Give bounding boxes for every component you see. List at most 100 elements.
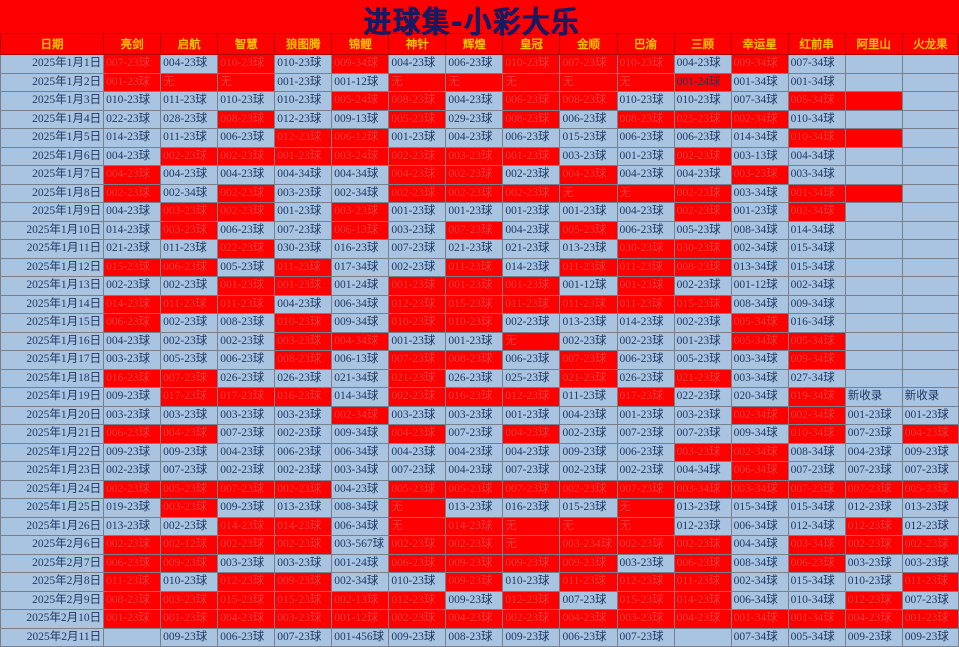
cell-value[interactable]: 004-23球: [103, 202, 162, 222]
cell-value[interactable]: 002-23球: [673, 183, 732, 203]
cell-value[interactable]: 007-23球: [388, 461, 447, 481]
cell-value[interactable]: 011-23球: [160, 91, 219, 111]
cell-value[interactable]: 009-23球: [445, 553, 504, 573]
cell-value[interactable]: 003-23球: [217, 553, 276, 573]
cell-value[interactable]: 001-23球: [388, 331, 447, 351]
cell-value[interactable]: 007-23球: [559, 590, 618, 610]
cell-date[interactable]: 2025年1月6日: [0, 146, 105, 166]
cell-value[interactable]: 006-23球: [502, 128, 561, 148]
cell-value[interactable]: 009-34球: [730, 54, 789, 74]
cell-value[interactable]: 002-23球: [388, 535, 447, 555]
cell-value[interactable]: 003-23球: [103, 405, 162, 425]
cell-value[interactable]: 009-23球: [388, 627, 447, 647]
cell-value[interactable]: 014-23球: [103, 128, 162, 148]
cell-value[interactable]: 002-23球: [388, 387, 447, 407]
cell-value[interactable]: 002-23球: [616, 461, 675, 481]
cell-value[interactable]: 004-34球: [331, 165, 390, 185]
cell-value[interactable]: 002-23球: [160, 331, 219, 351]
cell-value[interactable]: 009-23球: [445, 590, 504, 610]
column-header-7[interactable]: 辉煌: [445, 33, 504, 55]
cell-value[interactable]: 015-34球: [787, 257, 846, 277]
column-header-date[interactable]: 日期: [0, 33, 105, 55]
cell-value[interactable]: 008-23球: [217, 109, 276, 129]
cell-value[interactable]: [901, 202, 959, 222]
column-header-5[interactable]: 锦鲤: [331, 33, 390, 55]
cell-value[interactable]: 001-34球: [730, 72, 789, 92]
cell-value[interactable]: 002-23球: [901, 535, 959, 555]
cell-value[interactable]: 006-13球: [331, 220, 390, 240]
cell-value[interactable]: 007-23球: [217, 479, 276, 499]
cell-value[interactable]: 016-23球: [103, 368, 162, 388]
cell-value[interactable]: 003-23球: [388, 220, 447, 240]
cell-value[interactable]: 007-23球: [616, 627, 675, 647]
cell-value[interactable]: 009-23球: [844, 627, 903, 647]
cell-value[interactable]: [901, 239, 959, 259]
cell-value[interactable]: 无: [616, 498, 675, 518]
cell-value[interactable]: 014-23球: [274, 516, 333, 536]
cell-value[interactable]: 005-23球: [160, 479, 219, 499]
cell-value[interactable]: 008-34球: [730, 553, 789, 573]
cell-value[interactable]: 002-34球: [730, 442, 789, 462]
cell-value[interactable]: 005-23球: [673, 220, 732, 240]
cell-value[interactable]: 003-23球: [160, 202, 219, 222]
cell-value[interactable]: 007-23球: [160, 461, 219, 481]
cell-value[interactable]: 006-13球: [331, 350, 390, 370]
cell-value[interactable]: 新收录: [901, 387, 959, 407]
cell-date[interactable]: 2025年2月6日: [0, 535, 105, 555]
cell-value[interactable]: [844, 109, 903, 129]
cell-value[interactable]: [901, 91, 959, 111]
cell-value[interactable]: 004-23球: [844, 609, 903, 629]
cell-value[interactable]: 无: [502, 535, 561, 555]
cell-value[interactable]: 001-23球: [388, 202, 447, 222]
cell-value[interactable]: 007-23球: [616, 424, 675, 444]
cell-value[interactable]: 009-23球: [559, 442, 618, 462]
cell-value[interactable]: 006-34球: [331, 516, 390, 536]
cell-value[interactable]: 003-23球: [445, 405, 504, 425]
cell-value[interactable]: 011-23球: [274, 257, 333, 277]
cell-date[interactable]: 2025年1月14日: [0, 294, 105, 314]
cell-value[interactable]: 008-23球: [388, 91, 447, 111]
cell-value[interactable]: 003-567球: [331, 535, 390, 555]
cell-value[interactable]: 013-23球: [274, 498, 333, 518]
cell-value[interactable]: 003-23球: [445, 146, 504, 166]
column-header-13[interactable]: 红前串: [787, 33, 846, 55]
cell-value[interactable]: 003-23球: [388, 405, 447, 425]
cell-value[interactable]: 002-34球: [730, 109, 789, 129]
cell-value[interactable]: 002-23球: [445, 535, 504, 555]
cell-date[interactable]: 2025年1月3日: [0, 91, 105, 111]
cell-value[interactable]: 027-34球: [787, 368, 846, 388]
cell-value[interactable]: 001-23球: [160, 609, 219, 629]
cell-value[interactable]: 007-23球: [388, 239, 447, 259]
cell-value[interactable]: 007-23球: [559, 54, 618, 74]
cell-value[interactable]: 无: [616, 183, 675, 203]
cell-value[interactable]: 010-34球: [787, 128, 846, 148]
cell-value[interactable]: 017-23球: [160, 387, 219, 407]
cell-value[interactable]: 002-34球: [730, 405, 789, 425]
cell-value[interactable]: 003-23球: [616, 609, 675, 629]
cell-date[interactable]: 2025年1月21日: [0, 424, 105, 444]
cell-value[interactable]: 001-23球: [901, 405, 959, 425]
cell-value[interactable]: 001-23球: [730, 202, 789, 222]
cell-value[interactable]: 006-23球: [616, 220, 675, 240]
cell-value[interactable]: 029-23球: [445, 109, 504, 129]
cell-value[interactable]: 016-23球: [331, 239, 390, 259]
cell-value[interactable]: 011-23球: [160, 294, 219, 314]
column-header-1[interactable]: 亮剑: [103, 33, 162, 55]
cell-value[interactable]: [844, 294, 903, 314]
cell-date[interactable]: 2025年1月26日: [0, 516, 105, 536]
cell-value[interactable]: 001-23球: [616, 146, 675, 166]
cell-value[interactable]: 002-23球: [217, 146, 276, 166]
cell-value[interactable]: 002-23球: [103, 535, 162, 555]
column-header-8[interactable]: 皇冠: [502, 33, 561, 55]
cell-date[interactable]: 2025年1月2日: [0, 72, 105, 92]
cell-value[interactable]: [844, 220, 903, 240]
cell-value[interactable]: 006-23球: [673, 553, 732, 573]
cell-value[interactable]: 001-23球: [502, 202, 561, 222]
cell-value[interactable]: 003-23球: [217, 405, 276, 425]
cell-value[interactable]: 003-13球: [730, 146, 789, 166]
cell-value[interactable]: 014-34球: [331, 387, 390, 407]
cell-value[interactable]: 009-23球: [502, 627, 561, 647]
cell-value[interactable]: 010-23球: [217, 91, 276, 111]
cell-value[interactable]: 008-23球: [502, 109, 561, 129]
cell-value[interactable]: 002-34球: [331, 183, 390, 203]
